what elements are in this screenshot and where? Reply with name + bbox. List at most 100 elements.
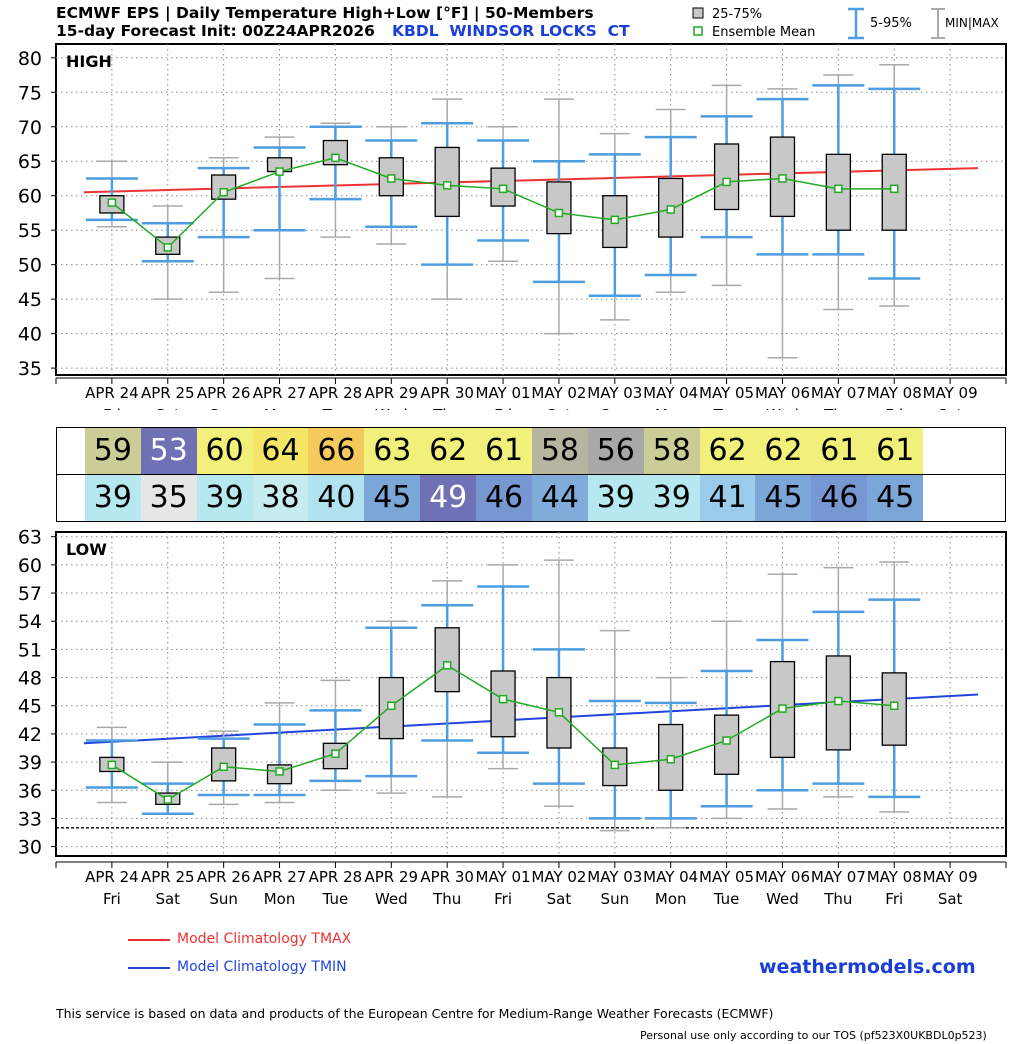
x-tick-label: MAY 08 xyxy=(867,868,922,886)
x-weekday-label: Thu xyxy=(432,890,461,908)
x-weekday-label: Tue xyxy=(322,406,349,410)
panel-label: HIGH xyxy=(66,52,112,71)
mean-point xyxy=(889,701,899,710)
y-tick-label: 75 xyxy=(18,82,42,104)
y-tick-label: 35 xyxy=(18,358,42,380)
table-row-high: 59 53 60 64 66 63 62 61 58 56 58 62 62 61 61 xyxy=(57,428,1005,474)
y-tick-label: 45 xyxy=(18,696,42,718)
x-weekday-label: Thu xyxy=(432,406,461,410)
legend-whisker-swatch xyxy=(848,7,864,40)
x-weekday-label: Mon xyxy=(655,406,687,410)
station-name: KBDL WINDSOR LOCKS CT xyxy=(392,22,630,40)
table-cell: 53 xyxy=(140,428,197,474)
x-tick-label: MAY 03 xyxy=(587,384,642,402)
x-tick-label: APR 30 xyxy=(420,868,474,886)
table-cell: 35 xyxy=(140,475,197,521)
y-tick-label: 60 xyxy=(18,186,42,208)
x-weekday-label: Fri xyxy=(494,890,512,908)
x-tick-label: MAY 04 xyxy=(643,868,698,886)
brand-link[interactable]: weathermodels.com xyxy=(759,956,976,978)
mean-point xyxy=(498,184,508,194)
x-weekday-label: Thu xyxy=(823,406,852,410)
x-tick-label: MAY 02 xyxy=(531,868,586,886)
x-tick-label: MAY 05 xyxy=(699,384,754,402)
x-weekday-label: Wed xyxy=(766,890,799,908)
x-weekday-label: Wed xyxy=(375,890,408,908)
mean-point xyxy=(722,736,731,745)
mean-point xyxy=(442,661,452,670)
x-tick-label: MAY 07 xyxy=(811,384,866,402)
legend-box-swatch xyxy=(692,7,704,19)
x-tick-label: APR 29 xyxy=(364,384,418,402)
x-weekday-label: Sun xyxy=(209,890,238,908)
mean-point xyxy=(107,760,117,770)
table-cell: 64 xyxy=(252,428,309,474)
clim-tmin-label: Model Climatology TMIN xyxy=(177,959,347,975)
table-cell: 61 xyxy=(811,428,868,474)
table-cell: 46 xyxy=(811,475,868,521)
table-cell: 56 xyxy=(587,428,644,474)
x-weekday-label: Tue xyxy=(322,890,349,908)
chart-title: ECMWF EPS | Daily Temperature High+Low [… xyxy=(56,4,594,22)
x-tick-label: MAY 02 xyxy=(531,384,586,402)
table-cell: 39 xyxy=(84,475,141,521)
table-cell: 63 xyxy=(364,428,421,474)
mean-point xyxy=(610,760,620,770)
table-cell: 45 xyxy=(364,475,421,521)
y-tick-label: 40 xyxy=(18,324,42,346)
table-cell: 46 xyxy=(476,475,533,521)
legend-mean-swatch xyxy=(693,26,703,36)
forecast-init: 15-day Forecast Init: 00Z24APR2026 xyxy=(56,22,375,40)
y-tick-label: 63 xyxy=(18,527,42,549)
y-tick-label: 30 xyxy=(18,837,42,859)
x-tick-label: APR 28 xyxy=(309,384,363,402)
legend-minmax-label: MIN|MAX xyxy=(945,16,999,30)
x-tick-label: MAY 04 xyxy=(643,384,698,402)
table-cell: 45 xyxy=(755,475,812,521)
y-tick-label: 55 xyxy=(18,220,42,242)
legend-box-label: 25-75% xyxy=(712,7,763,22)
y-tick-label: 45 xyxy=(18,289,42,311)
x-weekday-label: Fri xyxy=(103,406,121,410)
mean-point xyxy=(722,177,731,187)
mean-point xyxy=(275,167,284,176)
table-cell: 61 xyxy=(476,428,533,474)
table-cell: 45 xyxy=(867,475,924,521)
x-tick-label: APR 26 xyxy=(197,868,251,886)
table-cell: 39 xyxy=(643,475,700,521)
low-temperature-chart: 30 33 36 39 42 45 48 51 54 57 60 63 LOW APR 24 Fri APR … xyxy=(18,527,1007,908)
iqr-box xyxy=(210,747,237,782)
x-tick-label: APR 26 xyxy=(197,384,251,402)
x-weekday-label: Sat xyxy=(547,890,572,908)
x-weekday-label: Mon xyxy=(655,890,687,908)
x-tick-label: MAY 07 xyxy=(811,868,866,886)
x-weekday-label: Wed xyxy=(375,406,408,410)
x-tick-label: APR 29 xyxy=(364,868,418,886)
table-divider xyxy=(57,474,1005,475)
y-tick-label: 57 xyxy=(18,583,42,605)
iqr-box xyxy=(881,672,907,746)
table-cell: 59 xyxy=(84,428,141,474)
x-tick-label: MAY 06 xyxy=(755,868,810,886)
x-weekday-label: Tue xyxy=(713,406,740,410)
table-cell: 58 xyxy=(531,428,588,474)
mean-point xyxy=(554,208,564,218)
temperature-table: 59 53 60 64 66 63 62 61 58 56 58 62 62 61 61 39 35 39 38 4… xyxy=(56,427,1006,522)
legend-mean-label: Ensemble Mean xyxy=(712,25,816,40)
y-tick-label: 54 xyxy=(18,611,42,633)
mean-point xyxy=(219,762,228,772)
table-cell: 60 xyxy=(196,428,253,474)
table-cell: 41 xyxy=(699,475,756,521)
mean-point xyxy=(778,174,787,183)
x-weekday-label: Tue xyxy=(713,890,740,908)
mean-point xyxy=(554,708,564,717)
table-cell: 38 xyxy=(252,475,309,521)
x-tick-label: MAY 05 xyxy=(699,868,754,886)
x-weekday-label: Sat xyxy=(155,406,180,410)
x-tick-label: MAY 09 xyxy=(923,868,978,886)
plot-area xyxy=(55,531,1007,857)
mean-point xyxy=(666,755,675,764)
x-tick-label: APR 25 xyxy=(141,868,195,886)
x-weekday-label: Sat xyxy=(547,406,572,410)
climatology-legend-lines xyxy=(128,939,170,969)
